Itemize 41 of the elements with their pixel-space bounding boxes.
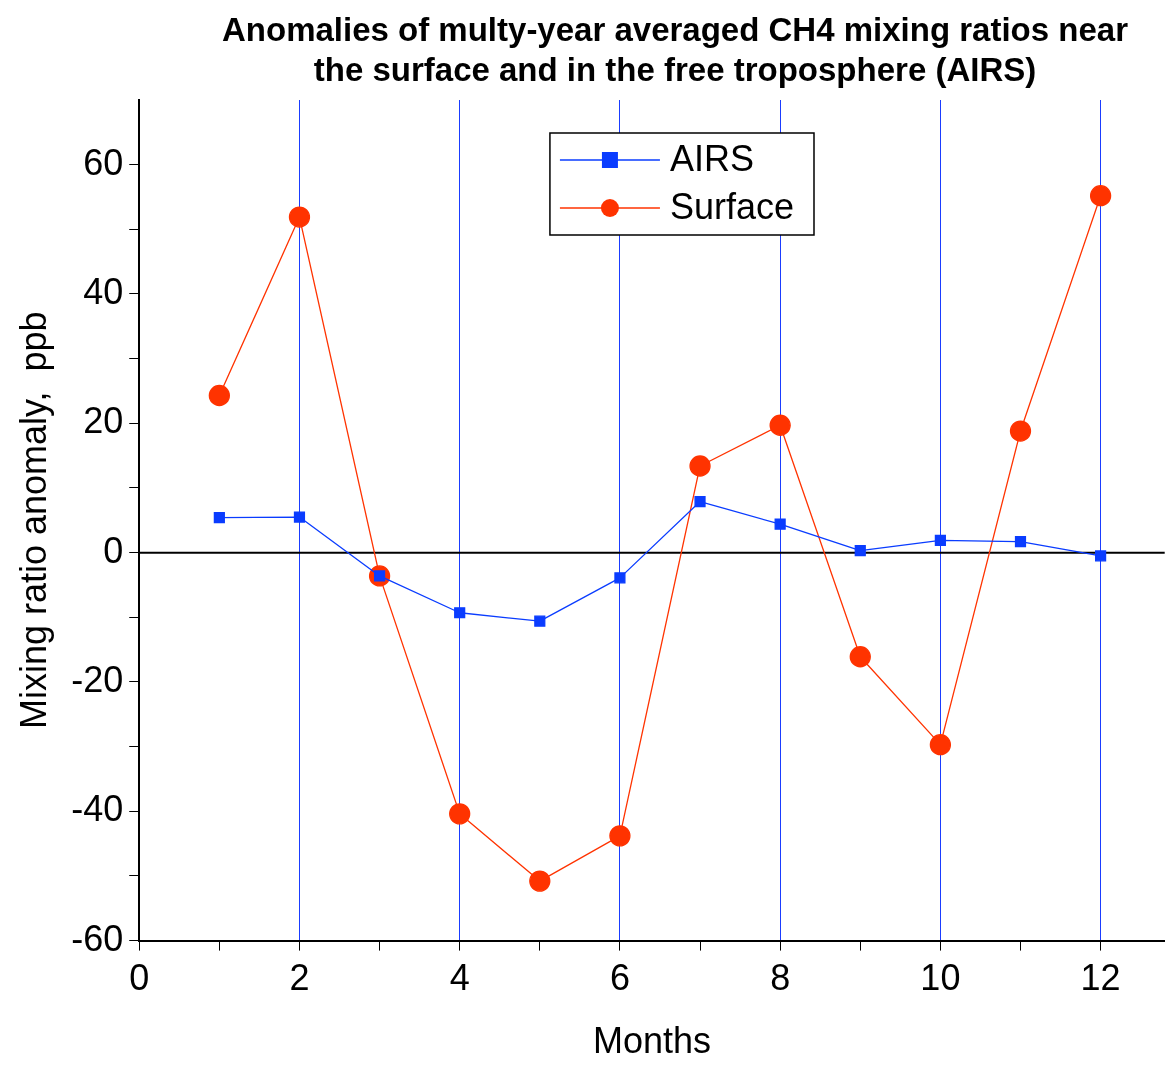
x-tick-label: 4: [449, 957, 470, 999]
point: [529, 870, 551, 892]
y-tick-label: -60: [71, 917, 124, 959]
point: [929, 734, 952, 756]
point: [689, 455, 711, 477]
x-tick-label: 2: [289, 957, 310, 999]
point: [1095, 550, 1107, 562]
point: [614, 572, 626, 584]
x-tick-label: 10: [920, 957, 961, 999]
point: [694, 495, 706, 508]
legend-label: Surface: [669, 185, 795, 227]
y-tick-label: 20: [83, 400, 124, 442]
x-axis-title: Months: [592, 1020, 711, 1062]
point: [854, 545, 866, 557]
x-tick-label: 12: [1080, 957, 1121, 999]
y-tick-label: -40: [71, 788, 124, 830]
point: [288, 206, 311, 228]
point: [449, 803, 471, 825]
point: [849, 646, 871, 668]
point: [208, 384, 230, 407]
point: [609, 825, 631, 847]
point: [769, 414, 791, 436]
x-tick-label: 0: [129, 957, 150, 999]
y-tick-label: 60: [83, 141, 124, 183]
point: [774, 518, 786, 530]
point: [934, 534, 946, 546]
point: [534, 615, 546, 627]
y-tick-label: 40: [83, 270, 124, 312]
x-tick-label: 8: [770, 957, 791, 999]
point: [293, 511, 306, 523]
y-tick-label: 0: [103, 529, 124, 571]
point: [213, 512, 225, 524]
point: [1009, 420, 1032, 442]
x-tick-label: 6: [609, 957, 630, 999]
legend-label: AIRS: [669, 137, 754, 179]
point: [1089, 185, 1112, 207]
point: [454, 607, 466, 619]
y-tick-label: -20: [71, 658, 124, 700]
chart-title: Anomalies of multy-year averaged CH4 mixing ratios near the surface and in the free troposphere (AIRS): [221, 10, 1129, 90]
point: [1014, 536, 1027, 548]
y-axis-title: Mixing ratio anomaly, ppb: [12, 311, 54, 730]
